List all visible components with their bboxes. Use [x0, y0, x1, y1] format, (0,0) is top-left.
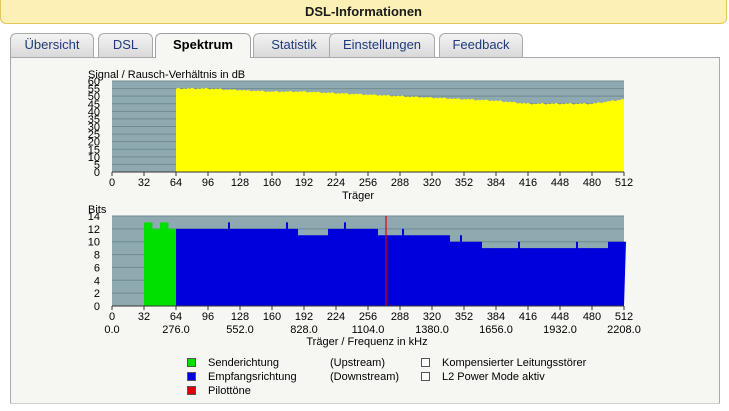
legend-pilot-label: Pilottöne [208, 385, 251, 397]
bits-khz-tick-label: 0.0 [104, 324, 119, 336]
snr-x-tick-label: 416 [519, 177, 537, 189]
snr-x-tick-label: 480 [583, 177, 601, 189]
bits-x-tick-label: 352 [455, 311, 473, 323]
bits-x-axis-label: Träger / Frequenz in kHz [306, 336, 427, 348]
tab-einstellungen[interactable]: Einstellungen [329, 33, 435, 57]
downstream-swatch [187, 372, 196, 381]
snr-x-tick-label: 224 [327, 177, 345, 189]
bits-y-tick-label: 14 [88, 211, 100, 223]
compensated-checkbox-icon [421, 358, 430, 367]
legend-upstream-label: Senderichtung [208, 357, 279, 369]
bits-khz-tick-label: 1380.0 [415, 324, 449, 336]
bits-khz-tick-label: 828.0 [290, 324, 318, 336]
bits-x-tick-label: 288 [391, 311, 409, 323]
tab-spektrum[interactable]: Spektrum [155, 33, 251, 58]
snr-x-tick-label: 320 [423, 177, 441, 189]
snr-y-tick-label: 35 [88, 114, 100, 126]
snr-x-tick-label: 448 [551, 177, 569, 189]
snr-x-tick-label: 64 [170, 177, 182, 189]
legend-l2-label: L2 Power Mode aktiv [442, 371, 545, 383]
snr-data-area [176, 87, 624, 172]
bits-khz-tick-label: 276.0 [162, 324, 190, 336]
panel-footer [0, 403, 729, 411]
bits-chart-title: Bits [88, 204, 107, 216]
snr-chart-title: Signal / Rausch-Verhältnis in dB [88, 69, 245, 81]
bits-y-tick-label: 12 [88, 224, 100, 236]
bits-khz-tick-label: 1656.0 [479, 324, 513, 336]
downstream-data-area [176, 222, 626, 306]
snr-y-tick-label: 30 [88, 122, 100, 134]
legend-upstream-direction: (Upstream) [330, 357, 386, 369]
legend-compensated-label: Kompensierter Leitungsstörer [442, 357, 587, 369]
snr-y-tick-label: 50 [88, 91, 100, 103]
snr-y-tick-label: 55 [88, 84, 100, 96]
bits-x-tick-label: 480 [583, 311, 601, 323]
snr-x-axis-label: Träger [342, 190, 374, 202]
snr-x-tick-label: 160 [263, 177, 281, 189]
snr-x-tick-label: 0 [109, 177, 115, 189]
snr-x-tick-label: 352 [455, 177, 473, 189]
bits-khz-tick-label: 2208.0 [607, 324, 641, 336]
bits-x-tick-label: 128 [231, 311, 249, 323]
tab-dsl[interactable]: DSL [98, 33, 153, 57]
bits-y-tick-label: 8 [94, 250, 100, 262]
bits-y-tick-label: 6 [94, 262, 100, 274]
bits-x-tick-label: 192 [295, 311, 313, 323]
legend-downstream-label: Empfangsrichtung [208, 371, 297, 383]
bits-khz-tick-label: 552.0 [226, 324, 254, 336]
snr-x-tick-label: 96 [202, 177, 214, 189]
tab-uebersicht[interactable]: Übersicht [10, 33, 94, 57]
snr-y-tick-label: 15 [88, 144, 100, 156]
bits-x-tick-label: 160 [263, 311, 281, 323]
snr-x-tick-label: 512 [615, 177, 633, 189]
l2-checkbox-icon [421, 372, 430, 381]
bits-y-tick-label: 2 [94, 288, 100, 300]
window-titlebar: DSL-Informationen [0, 0, 727, 24]
bits-khz-tick-label: 1104.0 [352, 324, 385, 336]
bits-x-tick-label: 64 [170, 311, 182, 323]
snr-y-tick-label: 20 [88, 137, 100, 149]
bits-x-tick-label: 320 [423, 311, 441, 323]
tab-feedback[interactable]: Feedback [439, 33, 523, 57]
window-title: DSL-Informationen [305, 4, 422, 19]
snr-x-tick-label: 384 [487, 177, 505, 189]
tab-statistik[interactable]: Statistik [253, 33, 335, 57]
pilot-swatch [187, 386, 196, 395]
snr-x-tick-label: 256 [359, 177, 377, 189]
bits-x-tick-label: 256 [359, 311, 377, 323]
bits-khz-tick-label: 1932.0 [543, 324, 577, 336]
bits-x-tick-label: 96 [202, 311, 214, 323]
snr-y-tick-label: 25 [88, 129, 100, 141]
upstream-bar [160, 222, 169, 306]
bits-y-tick-label: 4 [94, 275, 100, 287]
snr-y-tick-label: 45 [88, 99, 100, 111]
bits-y-tick-label: 0 [94, 301, 100, 313]
bits-x-tick-label: 32 [138, 311, 150, 323]
snr-x-tick-label: 192 [295, 177, 313, 189]
upstream-swatch [187, 358, 196, 367]
snr-x-tick-label: 288 [391, 177, 409, 189]
snr-y-tick-label: 0 [94, 167, 100, 179]
bits-x-tick-label: 384 [487, 311, 505, 323]
bits-x-tick-label: 416 [519, 311, 537, 323]
upstream-bar [152, 228, 161, 306]
snr-x-tick-label: 32 [138, 177, 150, 189]
snr-y-tick-label: 60 [88, 76, 100, 88]
bits-y-tick-label: 10 [88, 237, 100, 249]
bits-x-tick-label: 512 [615, 311, 633, 323]
snr-y-tick-label: 5 [94, 159, 100, 171]
snr-y-tick-label: 40 [88, 106, 100, 118]
snr-x-tick-label: 128 [231, 177, 249, 189]
upstream-bar [144, 222, 153, 306]
legend-downstream-direction: (Downstream) [330, 371, 400, 383]
bits-x-tick-label: 224 [327, 311, 345, 323]
bits-x-tick-label: 448 [551, 311, 569, 323]
upstream-bar [168, 228, 177, 306]
snr-y-tick-label: 10 [88, 152, 100, 164]
bits-x-tick-label: 0 [109, 311, 115, 323]
